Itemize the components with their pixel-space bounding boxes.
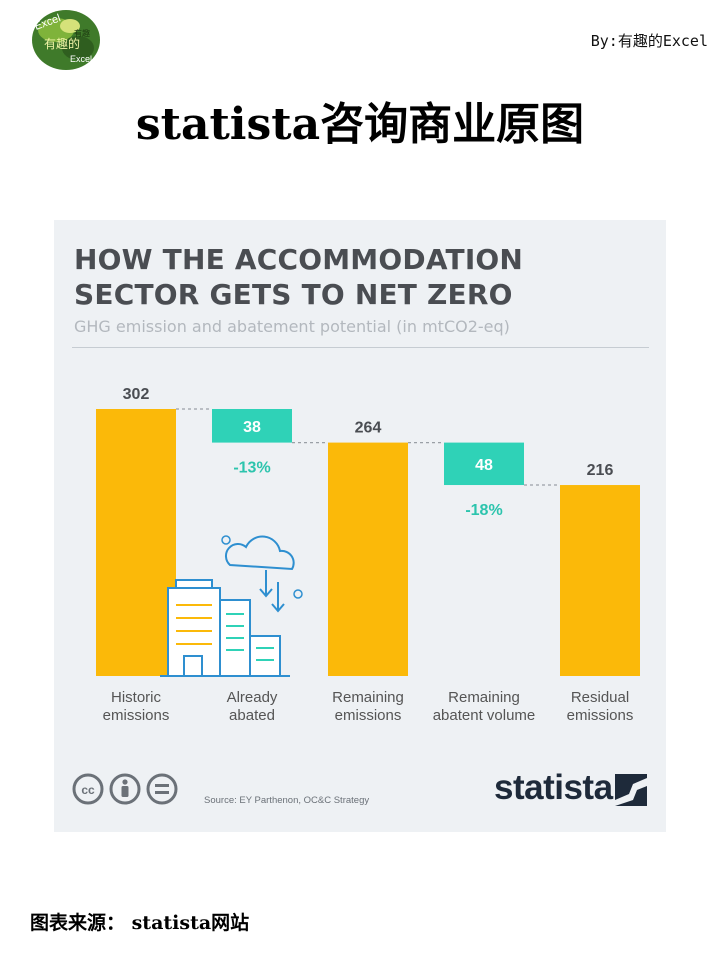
category-label-1: Already abated — [192, 689, 312, 725]
subtitle-divider — [72, 347, 649, 348]
pct-label-1: -13% — [233, 460, 270, 477]
statista-wordmark: statista — [494, 768, 613, 807]
source-note: Source: EY Parthenon, OC&C Strategy — [204, 795, 370, 806]
value-label-3: 48 — [475, 457, 493, 474]
value-label-0: 302 — [123, 386, 150, 403]
value-label-2: 264 — [355, 420, 382, 437]
bar-0 — [96, 409, 176, 676]
city-buildings-cloud-download-icon — [160, 535, 303, 677]
category-label-3: Remaining abatent volume — [424, 689, 544, 725]
svg-text:有趣: 有趣 — [74, 28, 90, 38]
category-label-line: Already — [226, 689, 278, 706]
by-person-icon — [109, 773, 141, 805]
category-label-0: Historic emissions — [76, 689, 196, 725]
svg-text:Excel: Excel — [70, 54, 92, 64]
svg-text:cc: cc — [81, 783, 95, 797]
chart-subtitle: GHG emission and abatement potential (in… — [74, 317, 510, 336]
waterfall-plot: 302 38 -13% 264 48 -18% 216 — [96, 386, 640, 677]
category-label-line: abated — [229, 707, 275, 724]
category-label-line: Residual — [570, 689, 630, 706]
category-label-4: Residual emissions — [540, 689, 660, 725]
statista-logo-icon — [615, 774, 647, 806]
pct-label-3: -18% — [465, 502, 502, 519]
byline: By:有趣的Excel — [590, 32, 708, 50]
category-label-line: emissions — [334, 707, 402, 724]
chart-card: HOW THE ACCOMMODATION SECTOR GETS TO NET… — [54, 220, 666, 832]
value-label-1: 38 — [243, 419, 261, 436]
value-label-4: 216 — [587, 462, 614, 479]
category-label-2: Remaining emissions — [308, 689, 428, 725]
license-icons: cc — [72, 773, 178, 805]
chart-title: HOW THE ACCOMMODATION SECTOR GETS TO NET… — [74, 243, 524, 311]
bar-1 — [212, 409, 292, 443]
equals-icon — [146, 773, 178, 805]
bar-2 — [328, 442, 408, 676]
category-label-line: Remaining — [332, 689, 404, 706]
bar-4 — [560, 485, 640, 676]
category-label-line: emissions — [102, 707, 170, 724]
category-label-line: emissions — [566, 707, 634, 724]
page-title: statista咨询商业原图 — [135, 99, 585, 150]
category-label-line: Historic — [110, 689, 161, 706]
svg-text:有趣的: 有趣的 — [44, 36, 80, 51]
bar-3 — [444, 442, 524, 486]
cc-icon: cc — [72, 773, 104, 805]
category-label-line: abatent volume — [432, 707, 536, 724]
word-cloud-logo: Excel 有趣的 Excel 有趣 — [32, 10, 100, 70]
footer-source: 图表来源： statista网站 — [30, 912, 250, 934]
category-label-line: Remaining — [448, 689, 520, 706]
